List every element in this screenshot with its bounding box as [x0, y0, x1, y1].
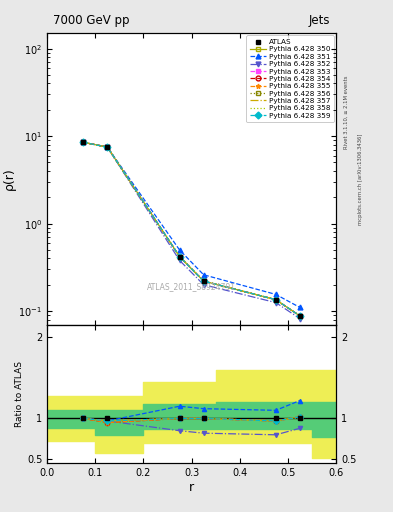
- Text: mcplots.cern.ch [arXiv:1306.3436]: mcplots.cern.ch [arXiv:1306.3436]: [358, 134, 363, 225]
- Text: Jets: Jets: [309, 14, 330, 28]
- Text: 7000 GeV pp: 7000 GeV pp: [53, 14, 129, 28]
- X-axis label: r: r: [189, 481, 194, 494]
- Y-axis label: Ratio to ATLAS: Ratio to ATLAS: [15, 361, 24, 427]
- Text: Rivet 3.1.10, ≥ 2.1M events: Rivet 3.1.10, ≥ 2.1M events: [344, 76, 349, 150]
- Text: ATLAS_2011_S8924791: ATLAS_2011_S8924791: [147, 282, 236, 291]
- Y-axis label: ρ(r): ρ(r): [3, 167, 16, 190]
- Legend: ATLAS, Pythia 6.428 350, Pythia 6.428 351, Pythia 6.428 352, Pythia 6.428 353, P: ATLAS, Pythia 6.428 350, Pythia 6.428 35…: [246, 35, 334, 122]
